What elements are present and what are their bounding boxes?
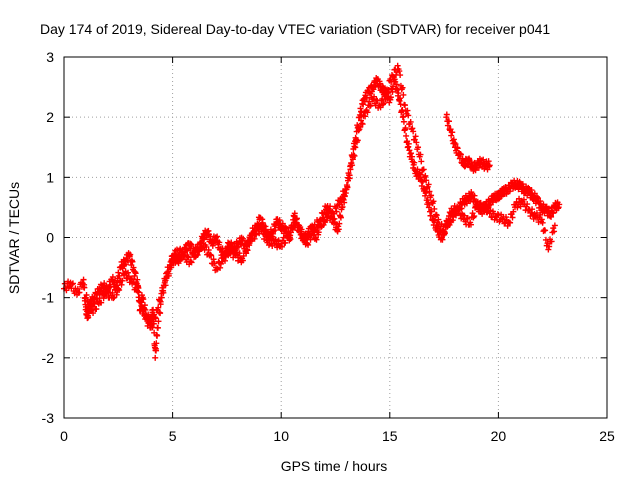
series-sdtvar [61,75,563,361]
x-tick-label: 0 [60,428,68,444]
series-sdtvar-c [443,111,493,174]
y-tick-label: 3 [46,49,54,65]
data-point-markers [443,111,493,174]
x-axis-label: GPS time / hours [281,458,388,474]
y-tick-label: 2 [46,109,54,125]
plot-frame [63,56,608,419]
data-points [61,62,563,361]
data-point-markers [61,75,563,361]
y-tick-label: 0 [46,230,54,246]
y-tick-label: -1 [42,290,55,306]
x-tick-label: 5 [169,428,177,444]
x-tick-label: 10 [273,428,289,444]
x-tick-label: 20 [491,428,507,444]
y-tick-label: -2 [42,350,55,366]
grid-lines [64,57,607,418]
y-axis-label: SDTVAR / TECUs [6,182,22,294]
x-tick-label: 25 [599,428,615,444]
chart-title: Day 174 of 2019, Sidereal Day-to-day VTE… [40,21,550,37]
y-tick-label: 1 [46,169,54,185]
series-sdtvar-b [82,62,558,331]
data-point-markers [82,62,558,331]
y-tick-label: -3 [42,410,55,426]
x-tick-label: 15 [382,428,398,444]
axis-ticks: 0 5 10 15 20 25 -3 -2 -1 0 1 2 3 [42,49,615,444]
